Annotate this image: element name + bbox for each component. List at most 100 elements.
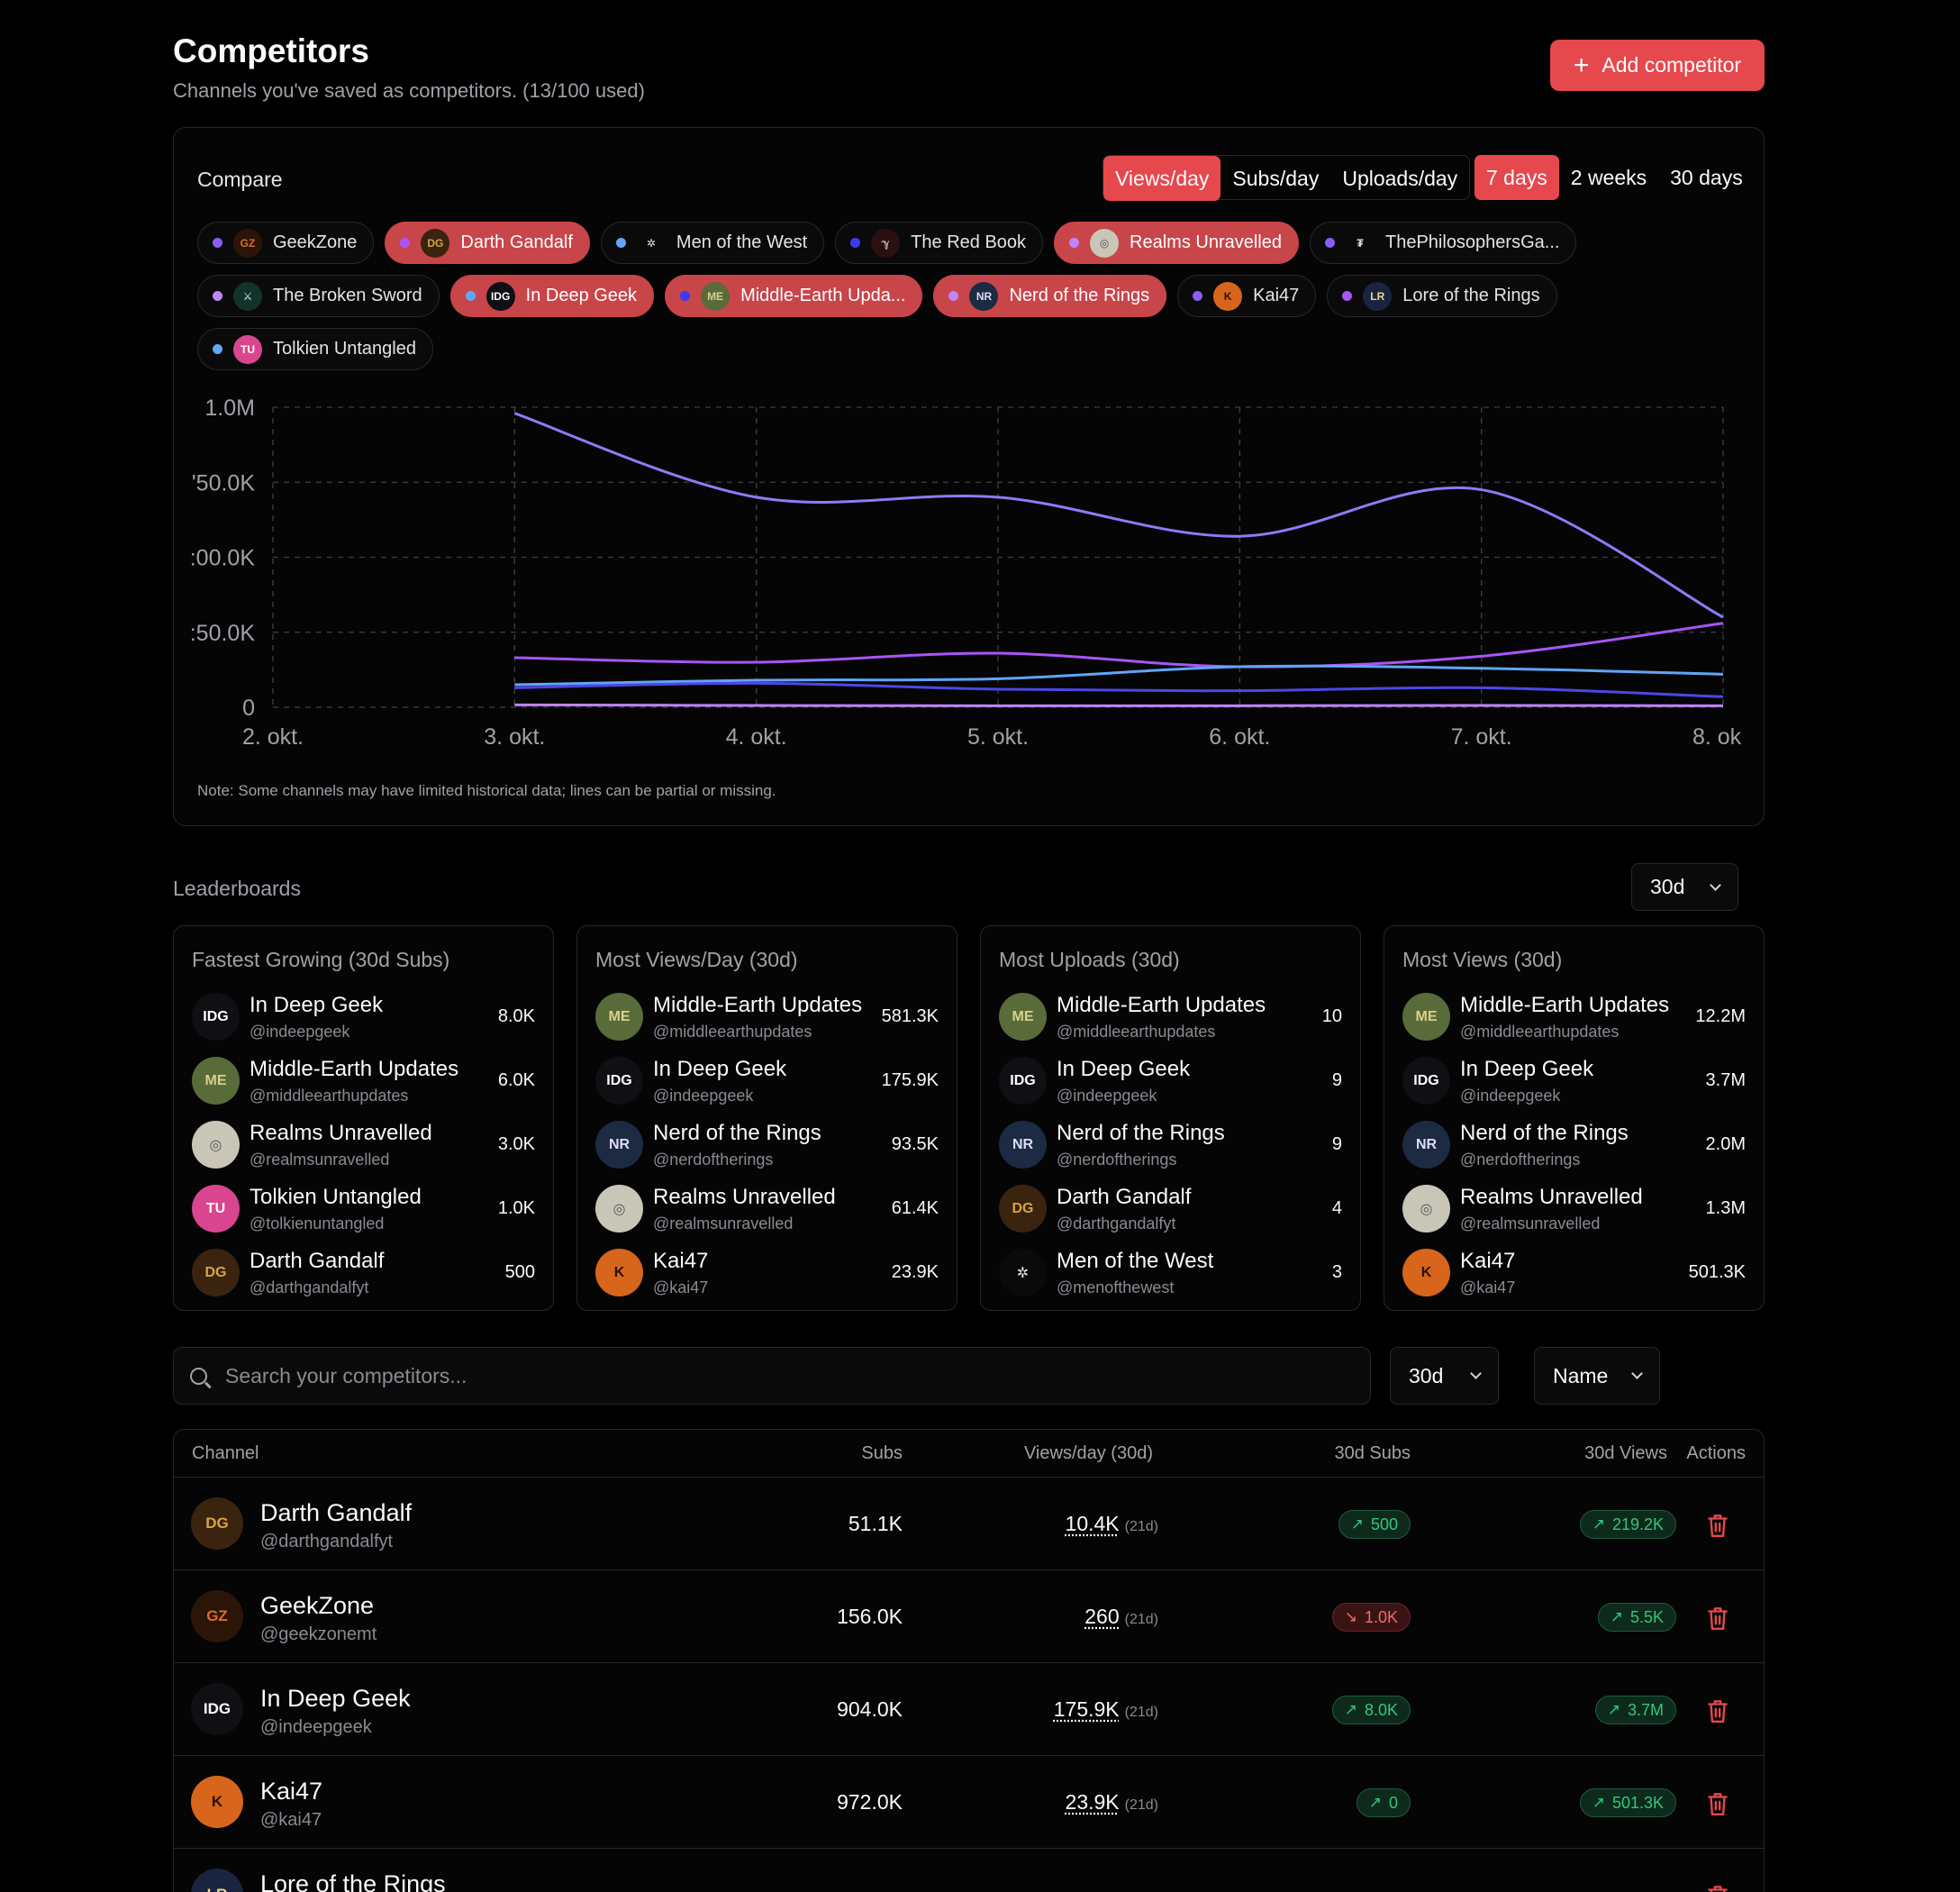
metric-value: 3.0K bbox=[497, 1134, 535, 1154]
channel-chip[interactable]: GZ GeekZone bbox=[197, 222, 375, 264]
avatar: LR bbox=[191, 1869, 243, 1892]
channel-chip[interactable]: K Kai47 bbox=[1177, 275, 1317, 317]
avatar: IDG bbox=[1402, 1057, 1450, 1105]
sort-value: Name bbox=[1553, 1363, 1609, 1387]
channel-name[interactable]: Darth Gandalf bbox=[260, 1499, 413, 1526]
table-row[interactable]: IDG In Deep Geek @indeepgeek 904.0K 175.9K (2… bbox=[174, 1663, 1764, 1756]
leaderboard-row[interactable]: IDG In Deep Geek @indeepgeek 9 bbox=[999, 1049, 1342, 1113]
metric-option[interactable]: Subs/day bbox=[1232, 166, 1320, 190]
x-tick-label: 8. okt. bbox=[1692, 724, 1741, 750]
leaderboard-row[interactable]: ◎ Realms Unravelled @realmsunravelled 61.4K bbox=[595, 1177, 939, 1241]
range-option[interactable]: 7 days bbox=[1475, 155, 1559, 200]
series-line[interactable] bbox=[514, 681, 1724, 698]
views-per-day-value[interactable]: 10.4K bbox=[1065, 1512, 1120, 1535]
leaderboard-row[interactable]: TU Tolkien Untangled @tolkienuntangled 1.0K bbox=[192, 1177, 535, 1241]
sort-select[interactable]: Name bbox=[1534, 1347, 1660, 1405]
channel-chip[interactable]: NR Nerd of the Rings bbox=[933, 275, 1167, 317]
views-30d-badge: ↗ 501.3K bbox=[1579, 1788, 1676, 1817]
views-per-day-value[interactable]: 175.9K bbox=[1053, 1697, 1120, 1721]
leaderboard-row[interactable]: K Kai47 @kai47 501.3K bbox=[1402, 1241, 1746, 1305]
views-30d-value: 219.2K bbox=[1611, 1515, 1664, 1533]
channel-handle: @middleearthupdates bbox=[250, 1086, 409, 1105]
table-row[interactable]: DG Darth Gandalf @darthgandalfyt 51.1K 10.4K… bbox=[174, 1478, 1764, 1570]
search-input[interactable] bbox=[225, 1363, 1306, 1388]
table-row[interactable]: GZ GeekZone @geekzonemt 156.0K 260 (21d) ↘ 1.0K… bbox=[174, 1570, 1764, 1663]
channel-name: Nerd of the Rings bbox=[1057, 1120, 1225, 1145]
channel-name[interactable]: Lore of the Rings bbox=[260, 1870, 446, 1892]
range-option[interactable]: 30 days bbox=[1670, 165, 1743, 189]
leaderboard-row[interactable]: DG Darth Gandalf @darthgandalfyt 4 bbox=[999, 1177, 1342, 1241]
leaderboard-row[interactable]: IDG In Deep Geek @indeepgeek 8.0K bbox=[192, 985, 535, 1049]
chip-label: The Broken Sword bbox=[273, 286, 422, 305]
leaderboard-row[interactable]: ME Middle-Earth Updates @middleearthupdate… bbox=[192, 1049, 535, 1113]
leaderboard-row[interactable]: IDG In Deep Geek @indeepgeek 3.7M bbox=[1402, 1049, 1746, 1113]
col-30d-subs[interactable]: 30d Subs bbox=[1334, 1443, 1411, 1463]
channel-name[interactable]: GeekZone bbox=[260, 1592, 375, 1619]
leaderboard-row[interactable]: ◎ Realms Unravelled @realmsunravelled 3.0K bbox=[192, 1113, 535, 1177]
table-period-select[interactable]: 30d bbox=[1390, 1347, 1499, 1405]
metric-value: 23.9K bbox=[891, 1262, 939, 1282]
leaderboard-row[interactable]: NR Nerd of the Rings @nerdoftherings 93.5K bbox=[595, 1113, 939, 1177]
channel-name: Middle-Earth Updates bbox=[653, 992, 863, 1017]
leaderboard-row[interactable]: K Kai47 @kai47 23.9K bbox=[595, 1241, 939, 1305]
metric-option[interactable]: Views/day bbox=[1103, 156, 1221, 201]
views-per-day: 260 (21d) bbox=[1084, 1605, 1158, 1629]
channel-name[interactable]: Kai47 bbox=[260, 1778, 323, 1805]
channel-name: Kai47 bbox=[653, 1248, 709, 1273]
search-bar[interactable] bbox=[173, 1347, 1371, 1405]
add-competitor-button[interactable]: + Add competitor bbox=[1550, 40, 1765, 91]
avatar: ME bbox=[999, 993, 1047, 1041]
subs-value: 904.0K bbox=[837, 1697, 903, 1721]
table-row[interactable]: K Kai47 @kai47 972.0K 23.9K (21d) ↗ 0 ↗ 501.3K bbox=[174, 1756, 1764, 1849]
leaderboard-row[interactable]: ME Middle-Earth Updates @middleearthupdate… bbox=[999, 985, 1342, 1049]
col-subs[interactable]: Subs bbox=[861, 1443, 903, 1463]
avatar: IDG bbox=[485, 281, 515, 311]
metric-option[interactable]: Uploads/day bbox=[1342, 166, 1458, 190]
avatar: TU bbox=[192, 1185, 240, 1233]
channel-chip[interactable]: ⚔ The Broken Sword bbox=[197, 275, 440, 317]
trash-icon[interactable] bbox=[1706, 1605, 1729, 1632]
col-channel[interactable]: Channel bbox=[192, 1443, 259, 1463]
views-per-day-value[interactable]: 23.9K bbox=[1065, 1790, 1120, 1814]
channel-name: Nerd of the Rings bbox=[1460, 1120, 1629, 1145]
table-row[interactable]: LR Lore of the Rings bbox=[174, 1849, 1764, 1892]
chip-row: TU Tolkien Untangled bbox=[197, 328, 1747, 370]
col-30d-views[interactable]: 30d Views bbox=[1584, 1443, 1667, 1463]
channel-chip[interactable]: TU Tolkien Untangled bbox=[197, 328, 433, 370]
channel-chip[interactable]: IDG In Deep Geek bbox=[449, 275, 655, 317]
series-line[interactable] bbox=[514, 622, 1724, 669]
trash-icon[interactable] bbox=[1706, 1512, 1729, 1539]
trash-icon[interactable] bbox=[1706, 1697, 1729, 1724]
leaderboard-row[interactable]: IDG In Deep Geek @indeepgeek 175.9K bbox=[595, 1049, 939, 1113]
leaderboard-period-select[interactable]: 30d bbox=[1631, 863, 1738, 911]
trash-icon[interactable] bbox=[1706, 1790, 1729, 1817]
channel-name: Tolkien Untangled bbox=[250, 1184, 422, 1209]
channel-chip[interactable]: ✲ Men of the West bbox=[600, 222, 825, 264]
leaderboard-row[interactable]: NR Nerd of the Rings @nerdoftherings 2.0M bbox=[1402, 1113, 1746, 1177]
channel-chip[interactable]: LR Lore of the Rings bbox=[1327, 275, 1557, 317]
series-line[interactable] bbox=[514, 664, 1724, 687]
trash-icon[interactable] bbox=[1706, 1883, 1729, 1892]
channel-chip[interactable]: ₮ ThePhilosophersGa... bbox=[1310, 222, 1577, 264]
channel-name-block: Nerd of the Rings @nerdoftherings bbox=[1057, 1121, 1323, 1169]
leaderboard-row[interactable]: ME Middle-Earth Updates @middleearthupdate… bbox=[1402, 985, 1746, 1049]
channel-name-block: In Deep Geek @indeepgeek bbox=[1057, 1057, 1323, 1105]
leaderboard-row[interactable]: NR Nerd of the Rings @nerdoftherings 9 bbox=[999, 1113, 1342, 1177]
channel-chip[interactable]: DG Darth Gandalf bbox=[385, 222, 590, 264]
leaderboard-row[interactable]: ✲ Men of the West @menofthewest 3 bbox=[999, 1241, 1342, 1305]
series-line[interactable] bbox=[513, 412, 1724, 619]
range-option[interactable]: 2 weeks bbox=[1570, 165, 1647, 189]
leaderboard-row[interactable]: ME Middle-Earth Updates @middleearthupdate… bbox=[595, 985, 939, 1049]
channel-chip[interactable]: ◎ Realms Unravelled bbox=[1054, 222, 1299, 264]
channel-name-block: Realms Unravelled @realmsunravelled bbox=[250, 1121, 489, 1169]
leaderboard-row[interactable]: DG Darth Gandalf @darthgandalfyt 500 bbox=[192, 1241, 535, 1305]
col-views-day[interactable]: Views/day (30d) bbox=[1023, 1443, 1153, 1463]
views-per-day-value[interactable]: 260 bbox=[1084, 1605, 1120, 1628]
leaderboard-row[interactable]: ◎ Realms Unravelled @realmsunravelled 1.3M bbox=[1402, 1177, 1746, 1241]
channel-chip[interactable]: ME Middle-Earth Upda... bbox=[665, 275, 923, 317]
channel-name[interactable]: In Deep Geek bbox=[260, 1685, 411, 1712]
channel-handle: @menofthewest bbox=[1057, 1278, 1175, 1296]
channel-chip[interactable]: ℽ The Red Book bbox=[835, 222, 1044, 264]
plus-icon: + bbox=[1573, 50, 1590, 80]
